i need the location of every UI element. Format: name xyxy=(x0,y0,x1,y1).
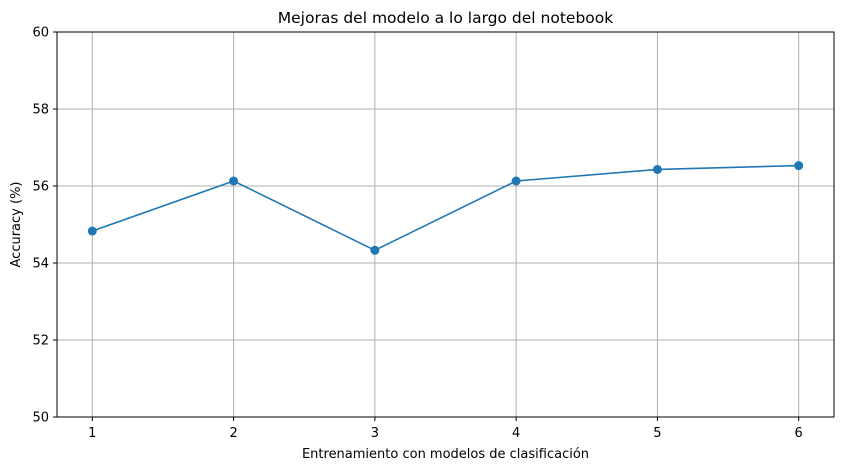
chart-title: Mejoras del modelo a lo largo del notebo… xyxy=(278,9,613,27)
series-layer xyxy=(87,161,804,255)
plot-frame xyxy=(56,31,835,418)
data-point xyxy=(370,245,380,255)
x-tick-label: 4 xyxy=(512,426,520,441)
data-point xyxy=(229,176,239,186)
x-tick-label: 5 xyxy=(653,426,661,441)
y-tick-label: 52 xyxy=(32,334,49,349)
y-axis-ticks: 50 52 54 56 58 60 xyxy=(32,26,57,426)
x-tick-label: 6 xyxy=(795,426,803,441)
y-tick-label: 50 xyxy=(32,411,49,426)
y-axis-label: Accuracy (%) xyxy=(9,182,24,268)
x-tick-label: 2 xyxy=(229,426,237,441)
data-point xyxy=(652,164,662,174)
y-tick-label: 58 xyxy=(32,103,49,118)
x-tick-label: 1 xyxy=(88,426,96,441)
x-axis-label: Entrenamiento con modelos de clasificaci… xyxy=(302,447,589,462)
data-point xyxy=(87,226,97,236)
data-point xyxy=(794,161,804,171)
data-point xyxy=(511,176,521,186)
series-line xyxy=(92,164,799,252)
y-tick-label: 60 xyxy=(32,26,49,41)
y-tick-label: 54 xyxy=(32,257,49,272)
y-tick-label: 56 xyxy=(32,180,49,195)
x-tick-label: 3 xyxy=(371,426,379,441)
x-axis-ticks: 1 2 3 4 5 6 xyxy=(88,417,803,441)
